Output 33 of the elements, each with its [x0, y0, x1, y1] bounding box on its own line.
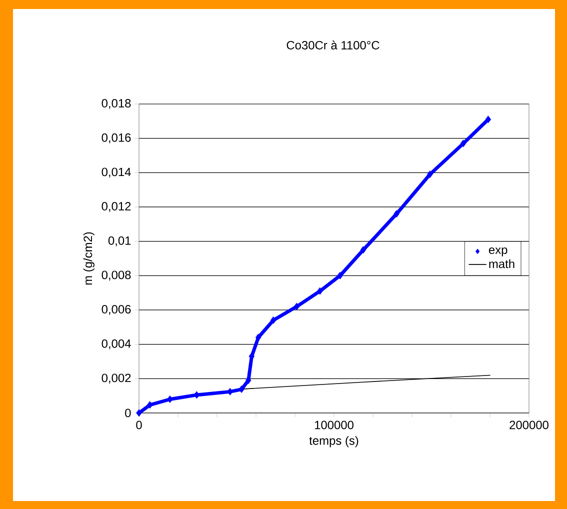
point: [360, 246, 366, 254]
x-tick-label: 200000: [510, 420, 548, 430]
x-tick-label: 100000: [314, 420, 354, 430]
y-tick-label: 0,012: [102, 202, 131, 212]
y-tick-label: 0,006: [102, 305, 131, 315]
y-tick-label: 0,004: [102, 339, 131, 350]
point: [136, 409, 142, 417]
y-tick-label: 0,01: [108, 236, 131, 246]
point: [270, 316, 276, 324]
point: [294, 302, 300, 310]
legend-label: math: [489, 259, 514, 268]
x-tick-label: 0: [136, 420, 142, 430]
y-axis-title: m (g/cm2): [83, 232, 94, 285]
point: [256, 334, 262, 342]
y-tick-label: 0,018: [102, 99, 131, 109]
y-tick-label: 0,002: [102, 374, 131, 384]
point: [460, 140, 466, 148]
point: [337, 272, 343, 280]
point: [485, 116, 492, 124]
legend-label: exp: [488, 247, 508, 256]
point: [147, 401, 153, 409]
point: [427, 170, 433, 178]
x-axis-title: temps (s): [309, 436, 358, 448]
point: [317, 287, 323, 295]
point: [238, 386, 244, 393]
y-tick-label: 0,014: [102, 168, 131, 178]
y-tick-label: 0: [125, 408, 131, 418]
chart-title: Co30Cr à 1100°C: [286, 40, 380, 50]
point: [394, 210, 400, 218]
y-tick-label: 0,016: [102, 133, 131, 144]
point: [227, 388, 233, 396]
y-tick-label: 0,008: [102, 270, 131, 281]
point: [167, 396, 173, 403]
